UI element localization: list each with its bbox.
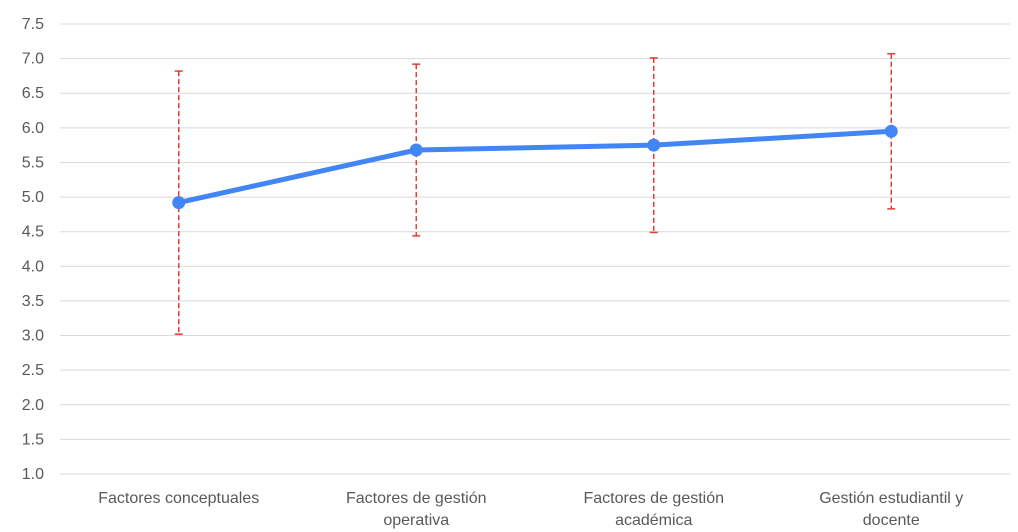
- x-tick-label-line: académica: [615, 512, 692, 529]
- y-tick-label: 5.0: [22, 189, 44, 206]
- y-tick-label: 2.0: [22, 397, 44, 414]
- series-line-group: [176, 128, 894, 206]
- gridlines: [60, 23, 1010, 475]
- y-tick-label: 3.5: [22, 293, 44, 310]
- y-tick-label: 7.0: [22, 51, 44, 68]
- data-markers: [172, 124, 898, 210]
- x-tick-label: Gestión estudiantil y docente: [819, 490, 963, 529]
- y-tick-label: 6.5: [22, 85, 44, 102]
- data-point: [409, 143, 423, 157]
- x-tick-label-line: Gestión estudiantil y: [819, 490, 963, 507]
- y-tick-label: 3.0: [22, 328, 44, 345]
- data-point: [884, 124, 898, 138]
- y-tick-label: 4.5: [22, 224, 44, 241]
- x-tick-label: Factores de gestión académica: [583, 490, 724, 529]
- series-line: [176, 128, 894, 206]
- x-tick-label: Factores de gestión operativa: [346, 490, 487, 529]
- x-axis: Factores conceptuales Factores de gestión…: [98, 490, 963, 529]
- x-tick-label-line: Factores conceptuales: [98, 490, 259, 507]
- x-tick-label-line: operativa: [383, 512, 449, 529]
- x-tick-label-line: Factores de gestión: [583, 490, 724, 507]
- error-bars: [174, 53, 896, 335]
- y-tick-label: 4.0: [22, 258, 44, 275]
- y-tick-label: 1.0: [22, 466, 44, 483]
- data-point: [647, 138, 661, 152]
- y-tick-label: 1.5: [22, 431, 44, 448]
- y-tick-label: 2.5: [22, 362, 44, 379]
- y-tick-label: 5.5: [22, 154, 44, 171]
- y-axis: 1.0 1.5 2.0 2.5 3.0 3.5 4.0 4.5 5.0 5.5 6.0 6.5 7.0 7…: [22, 16, 44, 483]
- data-point: [172, 196, 186, 210]
- x-tick-label-line: Factores de gestión: [346, 490, 487, 507]
- y-tick-label: 7.5: [22, 16, 44, 33]
- y-tick-label: 6.0: [22, 120, 44, 137]
- x-tick-label-line: docente: [863, 512, 920, 529]
- x-tick-label: Factores conceptuales: [98, 490, 259, 507]
